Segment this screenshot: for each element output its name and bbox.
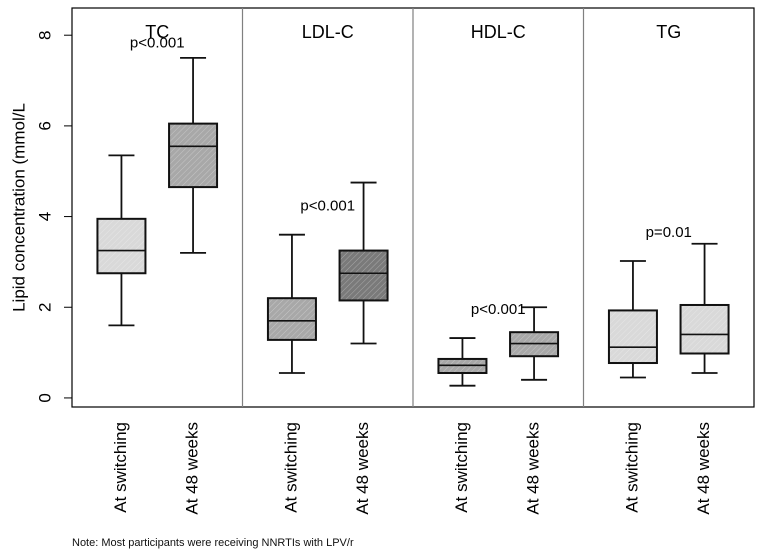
- p-value-label: p<0.001: [471, 301, 526, 318]
- x-category-label: At 48 weeks: [183, 422, 202, 515]
- box: [340, 251, 388, 301]
- box: [97, 219, 145, 273]
- panel-title: TG: [656, 22, 681, 42]
- x-category-label: At 48 weeks: [694, 422, 713, 515]
- y-tick-label: 4: [35, 212, 54, 221]
- x-category-label: At switching: [622, 422, 641, 513]
- panel-title: HDL-C: [471, 22, 526, 42]
- y-tick-label: 6: [35, 121, 54, 130]
- box: [169, 124, 217, 187]
- y-tick-label: 2: [35, 303, 54, 312]
- x-category-label: At 48 weeks: [524, 422, 543, 515]
- x-category-label: At switching: [452, 422, 471, 513]
- y-axis-label: Lipid concentration (mmol/L: [9, 103, 28, 312]
- x-category-label: At 48 weeks: [353, 422, 372, 515]
- p-value-label: p<0.001: [130, 34, 185, 51]
- footnote-note: Note: Most participants were receiving N…: [72, 537, 354, 549]
- p-value-label: p=0.01: [646, 224, 692, 241]
- x-category-label: At switching: [281, 422, 300, 513]
- box: [268, 298, 316, 340]
- p-value-label: p<0.001: [300, 198, 355, 215]
- box: [609, 310, 657, 363]
- panel-title: LDL-C: [302, 22, 354, 42]
- x-category-label: At switching: [111, 422, 130, 513]
- y-tick-label: 8: [35, 30, 54, 39]
- box: [681, 305, 729, 354]
- y-tick-label: 0: [35, 393, 54, 402]
